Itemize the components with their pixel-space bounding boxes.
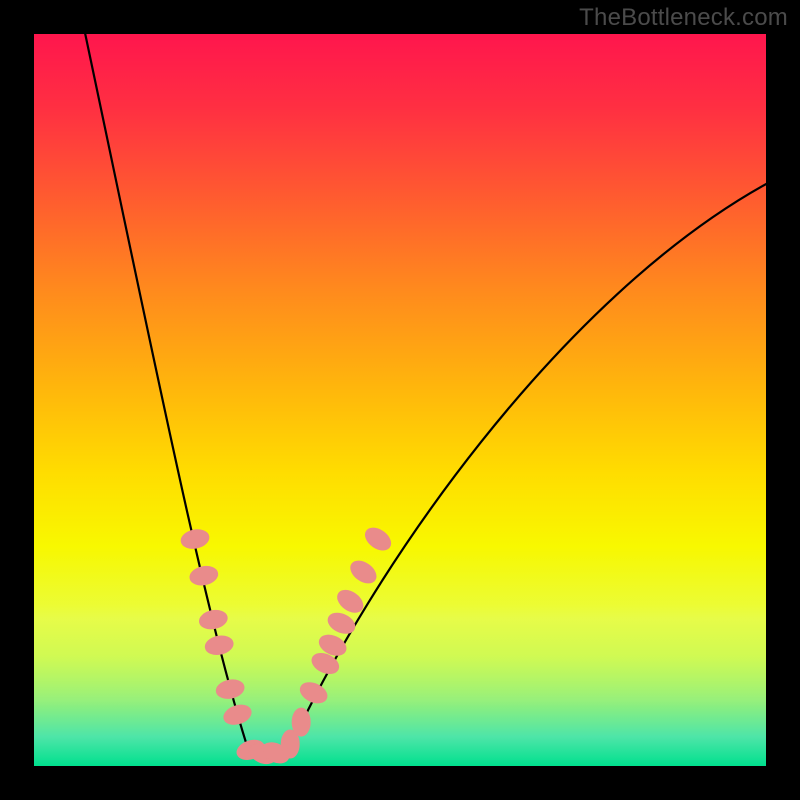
watermark-text: TheBottleneck.com [579, 4, 788, 32]
haze-band [34, 546, 766, 707]
chart-frame [34, 34, 766, 766]
curve-marker [292, 708, 310, 736]
chart-svg [34, 34, 766, 766]
